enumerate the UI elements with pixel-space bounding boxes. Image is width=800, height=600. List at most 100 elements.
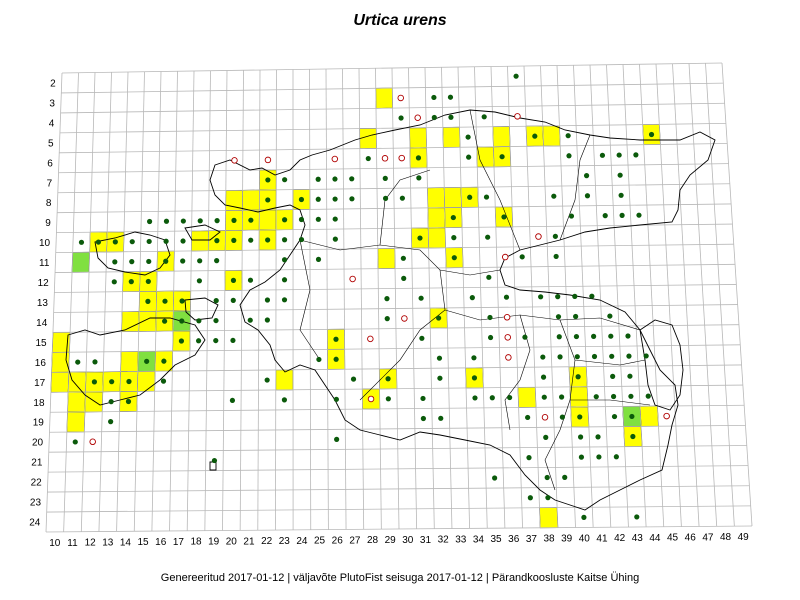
record-dot-filled [248, 237, 254, 243]
record-dot-filled [178, 338, 185, 344]
record-dot-filled [315, 196, 321, 202]
record-dot-filled [553, 253, 559, 260]
record-dot-filled [229, 397, 236, 404]
record-dot-filled [213, 337, 219, 344]
record-dot-filled [483, 194, 490, 200]
record-dot-filled [214, 258, 220, 264]
grid-line-vertical [688, 63, 718, 527]
record-dot-filled [384, 296, 390, 302]
record-dot-filled [451, 235, 457, 241]
record-dot-filled [163, 258, 169, 264]
y-axis-label: 14 [36, 318, 48, 329]
record-dot-filled [438, 415, 444, 421]
record-dot-filled [382, 195, 389, 201]
grid-line-horizontal [52, 324, 739, 333]
grid-line-vertical [672, 63, 700, 527]
record-dot-filled [568, 213, 575, 219]
record-dot-open [535, 233, 542, 240]
x-axis-label: 27 [349, 535, 361, 546]
record-dot-filled [501, 214, 507, 220]
record-dot-filled [333, 396, 339, 402]
record-dot-filled [214, 218, 220, 224]
record-dot-filled [431, 94, 437, 101]
record-dot-filled [401, 275, 407, 281]
occurrence-cell-yellow [50, 371, 70, 393]
record-dot-filled [507, 394, 513, 401]
occurrence-cell-yellow [377, 248, 396, 269]
mainland-outline [209, 109, 716, 511]
record-dot-filled [264, 377, 270, 383]
grid-line-vertical [556, 65, 576, 528]
record-dot-filled [595, 434, 601, 440]
record-dot-filled [591, 333, 597, 339]
x-axis-label: 38 [543, 534, 555, 545]
record-dot-open [381, 155, 389, 162]
record-dot-filled [316, 356, 322, 363]
record-dots [72, 73, 670, 520]
record-dot-filled [180, 258, 186, 264]
muhu-outline [184, 297, 219, 321]
occurrence-cell-yellow [639, 405, 659, 427]
record-dot-filled [513, 73, 519, 79]
x-axis-label: 42 [614, 533, 626, 544]
record-dot-filled [559, 414, 565, 420]
x-axis-label: 18 [190, 537, 202, 548]
y-axis-label: 19 [33, 418, 45, 429]
record-dot-filled [471, 375, 478, 381]
grid-line-vertical [80, 72, 96, 532]
grid-line-horizontal [53, 304, 738, 313]
occurrence-cell-yellow [427, 207, 446, 229]
record-dot-filled [540, 374, 547, 380]
y-axis-label: 9 [45, 218, 51, 229]
record-dot-open [231, 157, 238, 164]
record-dot-filled [619, 212, 625, 218]
grid-line-vertical [457, 66, 470, 529]
grid-line-vertical [507, 66, 523, 528]
record-dot-filled [610, 373, 616, 379]
x-axis-label: 24 [296, 536, 308, 547]
record-dot-filled [467, 194, 473, 200]
grid-line-horizontal [54, 284, 737, 293]
record-dot-open [503, 314, 511, 321]
x-axis-label: 37 [526, 534, 538, 545]
record-dot-filled [298, 196, 305, 203]
record-dot-filled [436, 355, 443, 361]
grid-line-vertical [186, 70, 195, 531]
y-axis-label: 23 [30, 498, 42, 509]
record-dot-filled [145, 278, 151, 285]
record-dot-filled [481, 114, 487, 120]
record-dot-filled [627, 373, 633, 379]
record-dot-filled [247, 277, 254, 283]
record-dot-filled [385, 376, 391, 382]
record-dot-filled [610, 393, 617, 400]
record-dot-filled [499, 154, 505, 160]
internal-borders [299, 109, 651, 491]
x-axis-label: 44 [649, 533, 661, 544]
record-dot-filled [572, 293, 578, 299]
grid-line-vertical [257, 69, 261, 531]
x-axis-label: 26 [332, 536, 344, 547]
y-axis-label: 15 [35, 338, 47, 349]
x-axis-label: 41 [596, 533, 608, 544]
grid-line-horizontal [48, 465, 749, 473]
y-axis-label: 24 [29, 518, 41, 529]
record-dot-filled [628, 393, 634, 399]
grid-line-horizontal [51, 364, 742, 373]
record-dot-filled [559, 394, 565, 400]
grid-line-horizontal [61, 62, 723, 74]
record-dot-filled [180, 218, 186, 224]
grid-line-vertical [151, 71, 162, 532]
y-axis-label: 16 [35, 358, 47, 369]
record-dot-filled [589, 293, 595, 299]
record-dot-filled [144, 358, 150, 364]
record-dot-filled [540, 354, 546, 360]
occurrence-cell-yellow [492, 126, 511, 148]
record-dot-filled [214, 238, 220, 244]
x-axis-label: 21 [243, 536, 255, 547]
record-dot-filled [197, 258, 203, 264]
occurrence-cell-yellow [409, 127, 427, 149]
record-dot-filled [489, 395, 495, 401]
record-dot-filled [162, 318, 168, 324]
record-dot-filled [91, 379, 98, 385]
